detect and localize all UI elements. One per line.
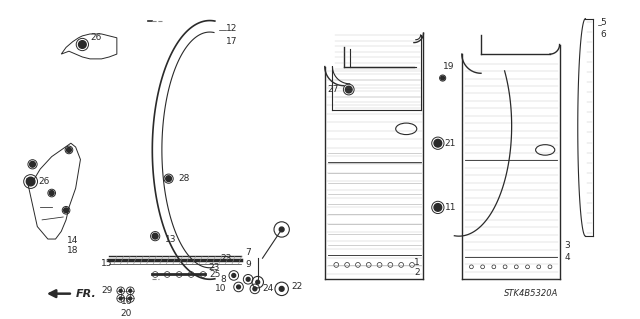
Text: 8: 8 (220, 275, 226, 284)
Text: 17: 17 (226, 37, 237, 46)
Circle shape (434, 204, 442, 211)
Circle shape (63, 208, 68, 213)
Text: 6: 6 (601, 30, 607, 40)
Text: 22: 22 (291, 282, 303, 292)
Circle shape (434, 139, 442, 147)
Circle shape (253, 287, 257, 291)
Circle shape (441, 76, 445, 80)
Text: 15: 15 (100, 259, 112, 269)
Text: 23: 23 (208, 263, 220, 272)
Circle shape (279, 286, 284, 291)
Text: 12: 12 (226, 24, 237, 33)
Text: STK4B5320A: STK4B5320A (504, 289, 558, 298)
Text: 29: 29 (102, 286, 113, 295)
Text: 14: 14 (67, 236, 79, 245)
Text: 7: 7 (245, 248, 251, 257)
Text: 25: 25 (210, 270, 221, 279)
Text: 4: 4 (564, 253, 570, 262)
Text: 20: 20 (121, 309, 132, 318)
Circle shape (237, 285, 241, 289)
Text: 28: 28 (178, 174, 189, 183)
Circle shape (67, 147, 71, 152)
Text: 9: 9 (245, 260, 251, 270)
Text: 23: 23 (220, 254, 232, 263)
Text: 1: 1 (414, 258, 420, 268)
Circle shape (232, 273, 236, 277)
Text: 26: 26 (90, 33, 101, 42)
Text: 10: 10 (214, 284, 226, 293)
Text: 27: 27 (328, 85, 339, 94)
Circle shape (26, 177, 35, 186)
Text: 18: 18 (67, 246, 79, 255)
Circle shape (246, 277, 250, 281)
Text: 13: 13 (164, 234, 176, 243)
Circle shape (256, 280, 260, 284)
Text: 16: 16 (121, 297, 132, 306)
Text: 11: 11 (445, 203, 456, 212)
Circle shape (279, 227, 284, 232)
Circle shape (152, 233, 158, 239)
Circle shape (79, 41, 86, 48)
Circle shape (129, 289, 132, 292)
Circle shape (129, 297, 132, 300)
Text: 26: 26 (38, 177, 50, 186)
Circle shape (49, 191, 54, 196)
Text: 2: 2 (414, 268, 420, 277)
Circle shape (346, 86, 352, 93)
Text: 21: 21 (445, 139, 456, 148)
Text: 19: 19 (443, 62, 454, 71)
Circle shape (29, 161, 35, 167)
Circle shape (119, 297, 122, 300)
Circle shape (166, 176, 172, 182)
Circle shape (119, 289, 122, 292)
Text: 24: 24 (262, 284, 274, 293)
Text: FR.: FR. (76, 289, 97, 299)
Text: 5: 5 (601, 18, 607, 27)
Text: 3: 3 (564, 241, 570, 250)
